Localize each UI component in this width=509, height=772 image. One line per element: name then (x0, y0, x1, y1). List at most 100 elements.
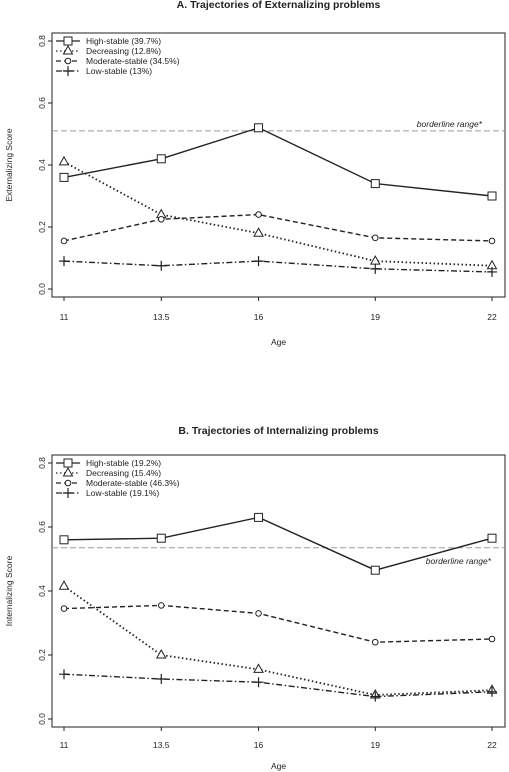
legend-marker (63, 36, 73, 46)
series-line (63, 260, 493, 273)
y-tick-label: 0.4 (37, 159, 47, 171)
legend-marker (62, 44, 74, 55)
data-point (487, 266, 497, 277)
x-tick-label: 22 (487, 740, 497, 750)
series-line (63, 127, 493, 197)
x-tick-label: 19 (371, 312, 381, 322)
data-point (254, 123, 264, 133)
x-tick-label: 13.5 (153, 312, 170, 322)
data-point (488, 237, 496, 245)
data-point (58, 155, 70, 166)
data-point (369, 255, 381, 265)
legend-marker (63, 66, 73, 76)
borderline-label: borderline range* (426, 556, 492, 566)
y-tick-label: 0.8 (37, 457, 47, 469)
legend: High-stable (19.2%)Decreasing (15.4%)Mod… (56, 458, 180, 498)
data-point (370, 565, 380, 575)
x-tick-label: 16 (254, 312, 264, 322)
y-tick-label: 0.4 (37, 585, 47, 597)
data-point (254, 512, 264, 522)
x-axis-label: Age (271, 337, 286, 347)
series-line (63, 213, 493, 242)
x-tick-label: 11 (60, 312, 69, 322)
legend-entry: Decreasing (15.4%) (86, 468, 161, 478)
y-tick-label: 0.2 (37, 649, 47, 661)
series-line (63, 673, 493, 698)
data-point (157, 215, 165, 223)
x-axis-label: Age (271, 761, 286, 771)
y-tick-label: 0.0 (37, 283, 47, 295)
data-point (156, 260, 167, 271)
data-point (155, 648, 167, 659)
legend-marker (63, 488, 73, 498)
data-point (488, 635, 496, 643)
series-line (63, 604, 493, 643)
series-plus (59, 256, 497, 277)
data-point (370, 179, 380, 189)
data-point (59, 172, 69, 182)
data-point (487, 191, 497, 201)
y-axis-label: Internalizing Score (4, 556, 14, 627)
data-point (59, 535, 69, 545)
chart-title: A. Trajectories of Externalizing problem… (177, 0, 381, 11)
x-tick-label: 22 (487, 312, 497, 322)
legend-entry: Moderate-stable (46.3%) (86, 478, 180, 488)
y-tick-label: 0.8 (37, 35, 47, 47)
data-point (157, 602, 165, 609)
series-line (63, 161, 493, 267)
data-point (370, 263, 381, 274)
data-point (487, 686, 497, 697)
data-point (255, 610, 262, 617)
series-square (59, 512, 497, 575)
legend: High-stable (39.7%)Decreasing (12.8%)Mod… (56, 36, 180, 76)
data-point (60, 237, 68, 245)
data-point (371, 234, 379, 242)
series-plus (59, 669, 497, 702)
y-tick-label: 0.6 (37, 521, 47, 533)
y-axis-label: Externalizing Score (4, 128, 14, 202)
chart-title: B. Trajectories of Internalizing problem… (178, 425, 378, 437)
legend-entry: Decreasing (12.8%) (86, 46, 161, 56)
data-point (371, 638, 379, 646)
data-point (59, 256, 69, 267)
legend-entry: High-stable (39.7%) (86, 36, 161, 46)
data-point (156, 154, 166, 164)
series-circle (60, 211, 496, 245)
series-circle (60, 602, 496, 646)
series-square (59, 123, 497, 201)
x-tick-label: 19 (371, 740, 381, 750)
legend-marker (64, 479, 72, 487)
data-point (255, 211, 262, 218)
series-triangle (58, 155, 498, 270)
series-line (63, 585, 493, 696)
legend-marker (62, 466, 74, 477)
legend-entry: High-stable (19.2%) (86, 458, 161, 468)
data-point (253, 677, 264, 688)
y-tick-label: 0.2 (37, 221, 47, 233)
x-tick-label: 11 (60, 740, 69, 750)
x-tick-label: 13.5 (153, 740, 170, 750)
data-point (59, 669, 69, 680)
borderline-label: borderline range* (417, 119, 483, 129)
legend-marker (63, 458, 73, 468)
chart-panel-b: B. Trajectories of Internalizing problem… (4, 425, 506, 771)
data-point (253, 256, 264, 267)
data-point (156, 674, 167, 684)
data-point (58, 580, 70, 590)
legend-entry: Moderate-stable (34.5%) (86, 56, 180, 66)
data-point (253, 227, 264, 237)
legend-marker (64, 57, 72, 65)
y-tick-label: 0.6 (37, 97, 47, 109)
data-point (156, 533, 166, 543)
y-tick-label: 0.0 (37, 713, 47, 725)
x-tick-label: 16 (254, 740, 264, 750)
chart-panel-a: A. Trajectories of Externalizing problem… (4, 0, 506, 347)
legend-entry: Low-stable (19.1%) (86, 488, 159, 498)
data-point (253, 663, 264, 673)
data-point (60, 605, 68, 612)
series-triangle (58, 580, 498, 699)
data-point (370, 691, 381, 702)
legend-entry: Low-stable (13%) (86, 66, 152, 76)
data-point (487, 533, 497, 543)
